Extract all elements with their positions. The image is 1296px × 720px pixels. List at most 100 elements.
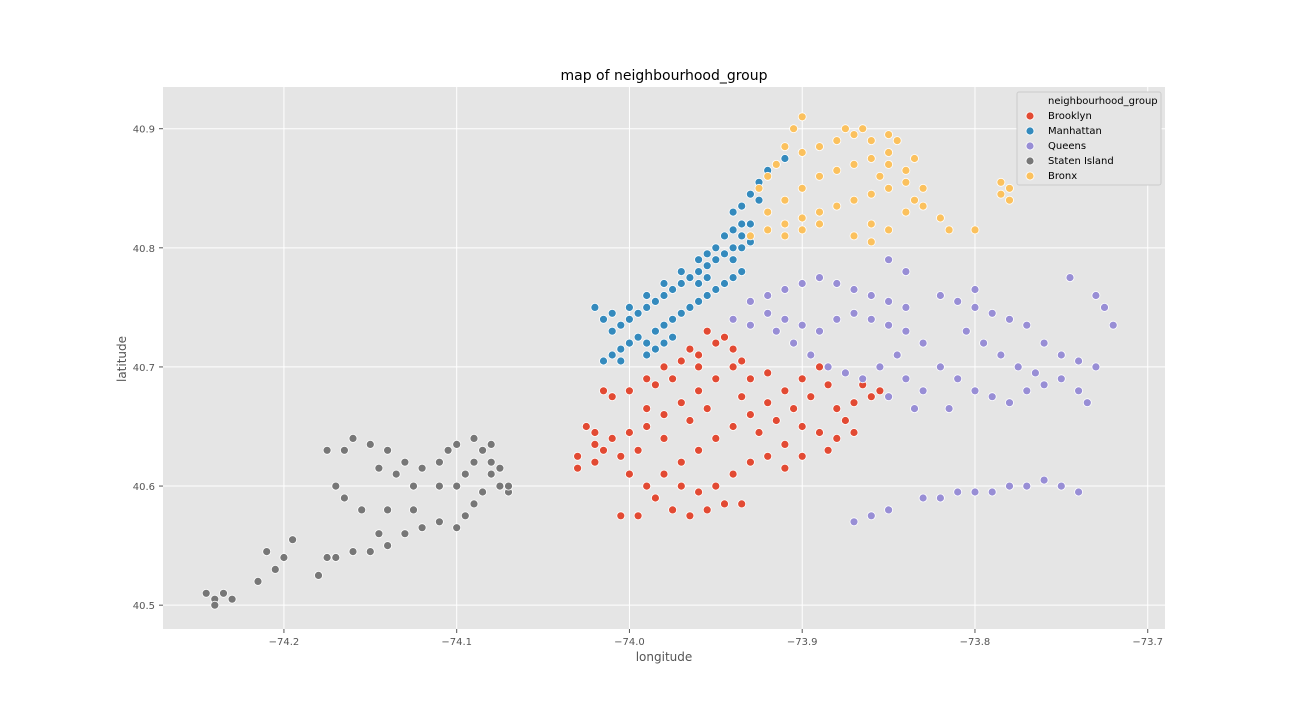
data-point	[711, 243, 721, 253]
data-point	[668, 505, 677, 515]
data-point	[763, 225, 773, 235]
x-tick-label: −74.1	[441, 637, 472, 648]
data-point	[780, 285, 790, 294]
data-point	[1056, 481, 1066, 491]
data-point	[996, 350, 1006, 360]
data-point	[417, 523, 427, 533]
data-point	[443, 445, 453, 455]
data-point	[797, 422, 807, 431]
data-point	[365, 547, 375, 556]
legend: neighbourhood_group Brooklyn Manhattan Quee…	[1016, 91, 1162, 186]
data-point	[901, 207, 911, 217]
data-point	[901, 177, 911, 187]
data-point	[1005, 183, 1014, 193]
data-point	[495, 463, 505, 473]
data-point	[400, 457, 410, 467]
legend-entry: Bronx	[1048, 171, 1077, 182]
data-point	[849, 231, 859, 241]
data-point	[633, 332, 643, 342]
data-point	[711, 285, 721, 294]
data-point	[1091, 362, 1101, 372]
data-point	[694, 362, 703, 372]
data-point	[668, 332, 677, 342]
data-point	[659, 291, 669, 300]
data-point	[866, 291, 876, 300]
data-point	[720, 332, 729, 342]
legend-box	[1016, 91, 1162, 186]
data-point	[616, 344, 626, 354]
data-point	[987, 392, 997, 402]
data-point	[771, 416, 781, 425]
y-tick-label: 40.8	[133, 244, 155, 255]
data-point	[815, 142, 824, 152]
y-tick-label: 40.5	[133, 601, 155, 612]
data-point	[642, 481, 652, 491]
data-point	[797, 320, 807, 330]
data-point	[322, 445, 332, 455]
data-point	[685, 511, 695, 521]
data-point	[884, 225, 893, 235]
data-point	[625, 302, 634, 312]
data-point	[702, 404, 712, 414]
data-point	[642, 302, 652, 312]
data-point	[849, 130, 859, 140]
data-point	[832, 136, 842, 146]
data-point	[599, 445, 608, 455]
data-point	[746, 320, 755, 330]
data-point	[1013, 362, 1023, 372]
data-point	[858, 374, 868, 384]
data-point	[590, 428, 600, 437]
data-point	[659, 338, 669, 348]
data-point	[737, 392, 747, 402]
data-point	[607, 350, 617, 360]
data-point	[815, 273, 824, 283]
data-point	[970, 386, 980, 396]
data-point	[866, 154, 876, 163]
data-point	[875, 386, 885, 396]
data-point	[314, 571, 323, 580]
data-point	[797, 148, 807, 157]
data-point	[780, 314, 790, 324]
data-point	[383, 505, 393, 515]
data-point	[789, 404, 798, 414]
data-point	[1031, 368, 1040, 378]
data-point	[737, 201, 747, 211]
legend-marker	[1025, 141, 1035, 151]
data-point	[815, 219, 824, 229]
data-point	[884, 159, 893, 169]
data-point	[892, 136, 902, 146]
data-point	[1056, 374, 1066, 384]
data-point	[434, 481, 444, 491]
data-point	[866, 392, 876, 402]
data-point	[815, 362, 824, 372]
data-point	[780, 195, 790, 205]
data-point	[823, 445, 833, 455]
data-point	[383, 445, 393, 455]
data-point	[953, 487, 963, 497]
data-point	[1005, 314, 1014, 324]
data-point	[996, 177, 1006, 187]
data-point	[815, 326, 824, 336]
data-point	[417, 463, 427, 473]
x-tick-label: −73.9	[787, 637, 818, 648]
data-point	[642, 404, 652, 414]
x-tick-label: −73.7	[1132, 637, 1163, 648]
data-point	[832, 165, 842, 175]
data-point	[676, 267, 686, 277]
data-point	[987, 308, 997, 318]
data-point	[694, 350, 703, 360]
data-point	[763, 171, 773, 181]
data-point	[1082, 398, 1092, 408]
data-point	[815, 207, 824, 217]
data-point	[832, 314, 842, 324]
data-point	[720, 279, 729, 288]
data-point	[694, 487, 703, 497]
data-point	[858, 124, 868, 134]
data-point	[357, 505, 367, 515]
data-point	[866, 189, 876, 199]
data-point	[339, 445, 349, 455]
data-point	[815, 428, 824, 437]
y-axis-ticks: 40.5 40.6 40.7 40.8 40.9	[133, 125, 163, 612]
data-point	[599, 314, 608, 324]
data-point	[642, 422, 652, 431]
